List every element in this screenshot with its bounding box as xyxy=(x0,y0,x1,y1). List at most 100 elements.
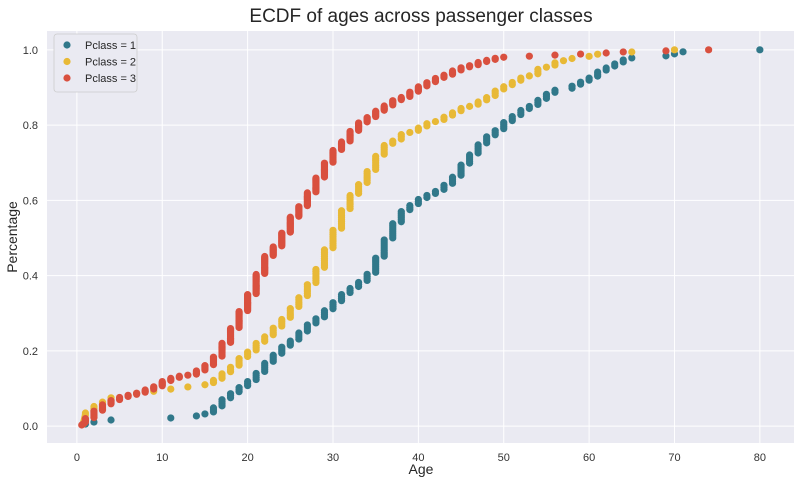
data-point xyxy=(508,78,516,87)
data-point xyxy=(380,102,388,110)
data-point xyxy=(81,415,90,423)
legend-label: Pclass = 1 xyxy=(85,40,136,52)
data-point xyxy=(559,57,568,65)
data-point xyxy=(414,195,422,204)
data-point xyxy=(628,54,636,62)
data-point xyxy=(150,383,158,391)
data-point xyxy=(295,203,303,211)
x-tick-labels: 0 10 20 30 40 50 60 70 80 xyxy=(74,452,766,464)
data-point xyxy=(226,363,235,371)
data-point xyxy=(440,71,448,79)
data-point xyxy=(406,201,414,210)
data-point xyxy=(269,351,277,359)
series-3-points xyxy=(78,46,713,429)
data-point xyxy=(235,384,243,392)
data-point xyxy=(303,321,311,329)
data-point xyxy=(406,128,414,137)
data-point xyxy=(414,124,422,132)
data-point xyxy=(491,87,499,95)
data-point xyxy=(500,53,508,61)
data-point xyxy=(201,362,209,370)
data-point xyxy=(448,173,457,181)
data-point xyxy=(431,187,440,196)
data-point xyxy=(244,377,252,386)
data-point xyxy=(167,385,175,393)
data-point xyxy=(278,229,286,237)
legend: Pclass = 1 Pclass = 2 Pclass = 3 xyxy=(53,33,138,93)
data-point xyxy=(440,181,448,189)
data-point xyxy=(397,208,405,216)
data-point xyxy=(423,79,431,87)
data-point xyxy=(167,414,175,422)
data-point xyxy=(167,374,175,382)
data-point xyxy=(252,339,260,348)
data-point xyxy=(244,348,252,356)
legend-marker xyxy=(63,41,71,49)
data-point xyxy=(594,68,602,76)
data-point xyxy=(483,133,491,141)
data-point xyxy=(372,107,380,115)
data-point xyxy=(303,189,311,197)
data-point xyxy=(261,333,269,341)
data-point xyxy=(346,284,354,293)
data-point xyxy=(329,226,337,234)
data-point xyxy=(619,48,627,56)
data-point xyxy=(158,377,166,386)
data-point xyxy=(619,56,627,64)
legend-label: Pclass = 2 xyxy=(85,57,136,69)
x-tick-label: 30 xyxy=(327,452,339,464)
data-point xyxy=(320,307,329,315)
data-point xyxy=(98,401,107,409)
x-tick-label: 50 xyxy=(498,452,510,464)
data-point xyxy=(465,102,474,110)
x-tick-label: 0 xyxy=(74,452,80,464)
data-point xyxy=(551,86,559,94)
data-point xyxy=(568,54,576,63)
data-point xyxy=(594,50,602,58)
data-point xyxy=(320,159,329,167)
data-point xyxy=(679,48,687,56)
data-point xyxy=(355,119,363,127)
data-point xyxy=(286,213,294,221)
data-point xyxy=(286,305,294,313)
data-point xyxy=(448,109,457,117)
data-point xyxy=(568,82,576,90)
y-axis-label: Percentage xyxy=(4,201,20,273)
series-1-points xyxy=(81,46,764,428)
data-point xyxy=(312,315,320,323)
legend-marker xyxy=(63,57,71,66)
data-point xyxy=(295,329,303,337)
data-point xyxy=(312,174,320,182)
data-point xyxy=(440,113,448,121)
data-point xyxy=(261,252,269,261)
data-point xyxy=(705,46,713,54)
data-point xyxy=(576,78,585,86)
data-point xyxy=(500,83,508,91)
chart-title: ECDF of ages across passenger classes xyxy=(249,6,592,27)
data-point xyxy=(457,104,465,113)
data-point xyxy=(201,410,209,418)
data-point xyxy=(474,141,482,149)
data-point xyxy=(124,391,132,399)
data-point xyxy=(406,88,414,96)
data-point xyxy=(465,62,474,70)
x-tick-label: 40 xyxy=(412,452,424,464)
data-point xyxy=(431,74,440,83)
data-point xyxy=(431,117,440,126)
data-point xyxy=(312,265,320,274)
data-point xyxy=(542,63,551,71)
y-tick-label: 0.2 xyxy=(23,346,38,358)
data-point xyxy=(525,52,533,60)
data-point xyxy=(448,67,457,75)
data-point xyxy=(252,270,260,279)
data-point xyxy=(585,74,593,82)
data-point xyxy=(517,74,525,82)
data-point xyxy=(483,94,491,102)
data-point xyxy=(474,58,482,67)
data-point xyxy=(192,367,200,375)
data-point xyxy=(184,371,192,379)
data-point xyxy=(389,137,397,145)
data-point xyxy=(320,246,329,254)
x-tick-label: 60 xyxy=(583,452,595,464)
legend-label: Pclass = 3 xyxy=(85,73,136,85)
